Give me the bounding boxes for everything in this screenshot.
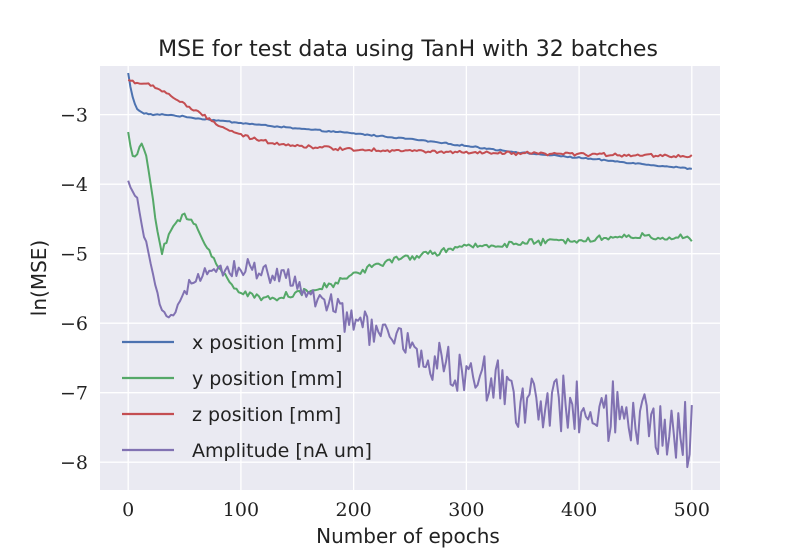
x-tick-label: 500 — [674, 499, 710, 521]
x-tick-label: 400 — [561, 499, 597, 521]
legend-label: y position [mm] — [192, 368, 342, 390]
x-tick-labels: 0 100 200 300 400 500 — [122, 499, 710, 521]
x-tick-label: 0 — [122, 499, 134, 521]
legend-label: Amplitude [nA um] — [192, 440, 372, 462]
y-tick-label: −3 — [60, 105, 88, 127]
legend-label: z position [mm] — [192, 404, 341, 426]
series-line — [127, 78, 693, 159]
series-line — [127, 180, 693, 469]
y-tick-label: −4 — [60, 174, 88, 196]
plot-area — [100, 66, 720, 490]
x-tick-label: 300 — [448, 499, 484, 521]
x-tick-label: 100 — [223, 499, 259, 521]
series-line — [127, 72, 692, 170]
y-tick-label: −6 — [60, 313, 88, 335]
y-tick-label: −5 — [60, 244, 88, 266]
x-tick-label: 200 — [336, 499, 372, 521]
chart-title: MSE for test data using TanH with 32 bat… — [158, 37, 658, 62]
y-tick-label: −7 — [60, 383, 88, 405]
y-axis-label: ln(MSE) — [27, 240, 51, 316]
series-group — [127, 72, 693, 469]
y-tick-label: −8 — [60, 452, 88, 474]
x-axis-label: Number of epochs — [316, 524, 500, 548]
legend-label: x position [mm] — [192, 332, 342, 354]
y-tick-labels: −3 −4 −5 −6 −7 −8 — [60, 105, 88, 475]
legend: x position [mm] y position [mm] z position… — [122, 332, 372, 462]
